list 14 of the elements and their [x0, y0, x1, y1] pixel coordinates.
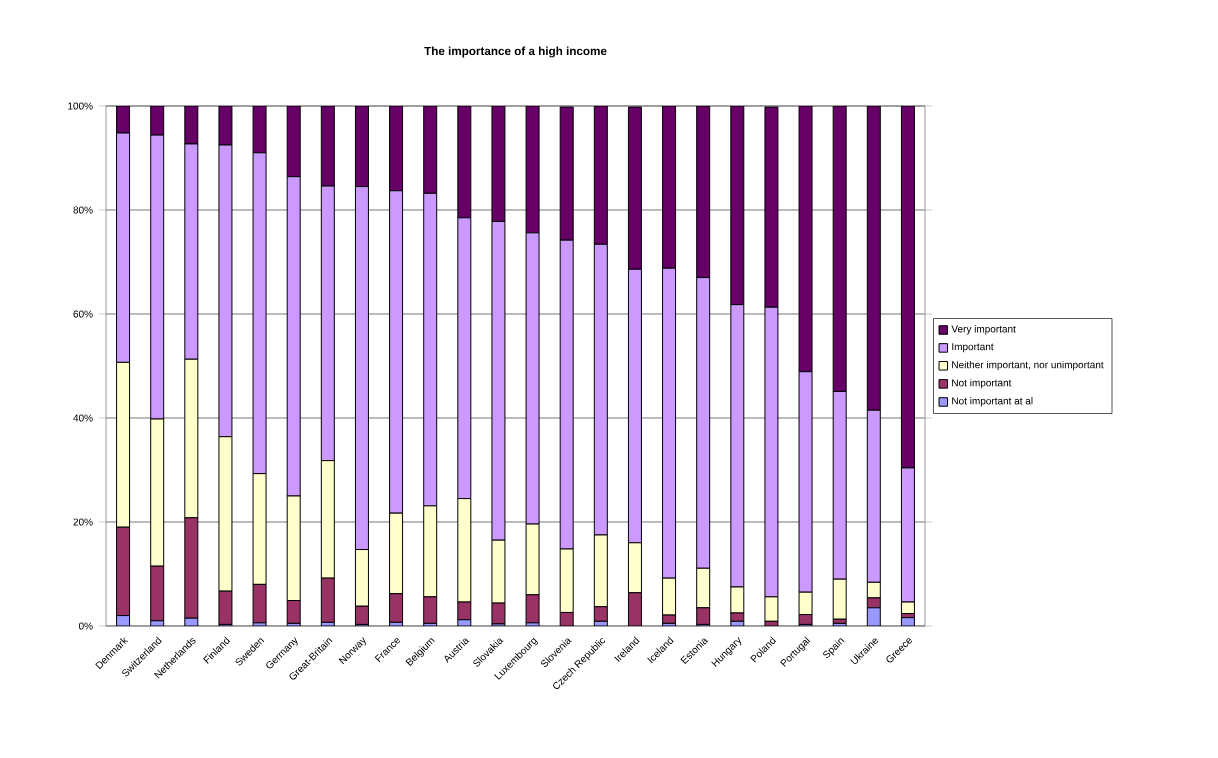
y-tick-label: 100% — [68, 102, 93, 110]
legend-label: Very important — [951, 325, 1016, 335]
bar — [900, 617, 915, 626]
y-tick-label: 40% — [73, 414, 93, 422]
chart-title: The importance of a high income — [424, 46, 607, 58]
y-tick-label: 60% — [73, 310, 93, 318]
y-tick-label: 80% — [73, 206, 93, 214]
legend-label: Important — [952, 343, 994, 353]
y-tick-label: 20% — [73, 518, 93, 526]
y-tick-label: 0% — [78, 622, 93, 630]
legend-label: Not important — [952, 378, 1012, 389]
legend-label: Neither important, nor unimportant — [952, 360, 1104, 371]
bar — [832, 622, 847, 626]
legend-label: Not important at al — [952, 397, 1033, 407]
